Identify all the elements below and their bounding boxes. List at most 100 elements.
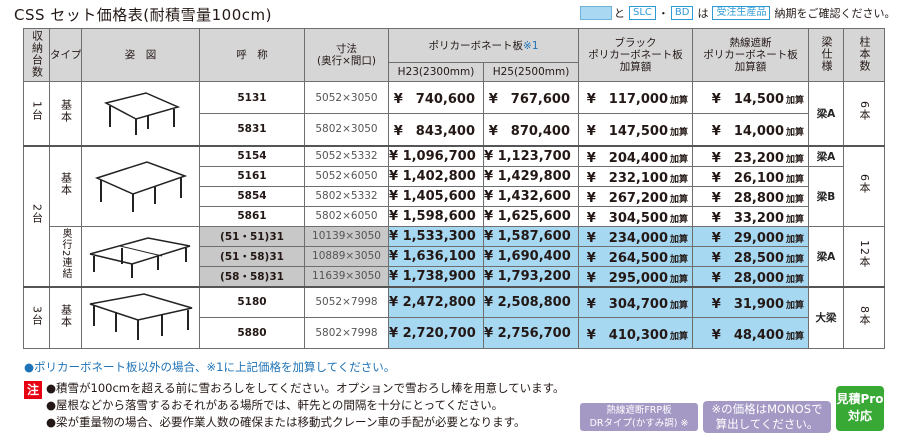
price-h25: ¥ 870,400	[482, 113, 580, 146]
price-h23: ¥ 1,096,700	[388, 144, 484, 167]
price-heat: ¥ 33,200 加算	[692, 205, 810, 227]
legend: と SLC ・ BD は 受注生産品 納期をご確認ください。	[580, 5, 897, 21]
price-h23: ¥ 1,402,800	[388, 165, 484, 187]
price-black: ¥ 267,200 加算	[578, 185, 694, 207]
price-value: ¥ 23,200	[711, 150, 784, 166]
price-h25: ¥ 1,432,600	[482, 185, 580, 207]
count-cell: 3台	[23, 285, 50, 349]
name-cell: 5154	[199, 144, 305, 167]
size-cell: 5052×3050	[304, 81, 389, 114]
col-name: 呼 称	[199, 28, 305, 82]
legend-text: ・	[657, 7, 669, 20]
poly-mark: ※1	[523, 39, 539, 52]
price-value: ¥ 28,500	[711, 250, 784, 266]
add-label: 加算	[670, 194, 689, 205]
price-black: ¥ 204,400 加算	[578, 144, 694, 167]
price-h23: ¥ 2,472,800	[388, 285, 484, 318]
badge-line: 見積Pro	[836, 392, 884, 406]
price-black: ¥ 264,500 加算	[578, 245, 694, 267]
price-h23: ¥ 1,533,300	[388, 225, 484, 247]
price-value: ¥ 117,000	[586, 92, 668, 107]
name-cell: 5861	[199, 205, 305, 227]
monos-badge: ※の価格はMONOSで 算出してください。	[703, 401, 831, 433]
price-value: ¥ 304,700	[586, 296, 668, 312]
add-label: 加算	[670, 254, 689, 265]
price-h25: ¥ 1,429,800	[482, 165, 580, 187]
price-heat: ¥ 28,800 加算	[692, 185, 810, 207]
col-poly: ポリカーボネート板※1	[387, 28, 580, 63]
price-h23: ¥ 1,738,900	[388, 265, 484, 287]
price-value: ¥ 264,500	[586, 250, 668, 266]
count-cell: 2台	[23, 144, 50, 287]
table-row: 5161 5052×6050 ¥ 1,402,800 ¥ 1,429,800 ¥…	[24, 165, 885, 227]
name-cell: (51・58)31	[199, 245, 305, 267]
size-cell: 5052×6050	[304, 165, 389, 187]
beam-cell: 梁A	[808, 81, 845, 146]
col-count: 収納台数	[23, 28, 50, 82]
note-item: ●積雪が100cmを超える前に雪おろしをしてください。オプションで雪おろし棒を用…	[46, 381, 565, 395]
poly-label: ポリカーボネート板	[428, 39, 524, 52]
price-black: ¥ 410,300 加算	[578, 317, 694, 349]
price-value: ¥ 232,100	[586, 170, 668, 186]
legend-text: 納期をご確認ください。	[774, 7, 896, 20]
add-label: 加算	[786, 234, 805, 245]
add-label: 加算	[786, 127, 805, 138]
price-h25: ¥ 1,625,600	[482, 205, 580, 227]
price-h23: ¥ 1,598,600	[388, 205, 484, 227]
price-value: ¥ 29,000	[711, 230, 784, 246]
price-h25: ¥ 1,123,700	[482, 144, 580, 167]
price-value: ¥ 204,400	[586, 150, 668, 166]
size-cell: 5802×7998	[304, 317, 389, 349]
col-h25: H25(2500mm)	[482, 62, 580, 82]
price-value: ¥ 28,800	[711, 190, 784, 206]
price-black: ¥ 232,100 加算	[578, 165, 694, 187]
add-label: 加算	[786, 300, 805, 311]
add-label: 加算	[786, 274, 805, 285]
carport-3-figure	[81, 285, 200, 349]
size-label: 寸法	[336, 43, 357, 55]
name-cell: 5161	[199, 165, 305, 187]
page-title: CSS セット価格表(耐積雪量100cm)	[14, 6, 272, 24]
table-row: 1台 基本 5131 5052×3050 ¥ 740,600 ¥ 767,600…	[23, 81, 886, 146]
size-cell: 5802×6050	[304, 205, 389, 227]
price-h23: ¥ 740,600	[388, 81, 484, 114]
add-label: 加算	[670, 274, 689, 285]
legend-slc-tag: SLC	[629, 6, 656, 20]
table-row: 5854 5802×5332 ¥ 1,405,600 ¥ 1,432,600 ¥…	[24, 185, 885, 207]
name-cell: 5880	[199, 317, 305, 349]
price-h25: ¥ 2,508,800	[482, 285, 580, 318]
col-pillar: 柱本数	[843, 28, 886, 82]
badge-line: 対応	[847, 409, 872, 423]
price-heat: ¥ 14,000 加算	[692, 113, 810, 146]
price-table: 収納台数 タイプ 姿 図 呼 称 寸法 (奥行×間口) ポリカーボネート板※1 ブ…	[23, 28, 886, 349]
price-value: ¥ 33,200	[711, 210, 784, 226]
beam-cell: 梁A	[808, 225, 845, 287]
beam-cell: 梁A	[808, 144, 845, 167]
black-label: 加算額	[619, 61, 652, 73]
beam-cell: 梁B	[808, 165, 845, 227]
notes-list: ●積雪が100cmを超える前に雪おろしをしてください。オプションで雪おろし棒を用…	[46, 380, 564, 431]
mitsumori-pro-badge: 見積Pro 対応	[836, 386, 884, 431]
price-value: ¥ 295,000	[586, 270, 668, 286]
table-row: (51・58)31 10889×3050 ¥ 1,636,100 ¥ 1,690…	[24, 245, 885, 267]
price-h23: ¥ 1,636,100	[388, 245, 484, 267]
black-label: ブラック	[614, 37, 657, 49]
legend-text: と	[614, 7, 625, 20]
price-heat: ¥ 14,500 加算	[692, 81, 810, 114]
carport-2-figure	[81, 144, 200, 227]
heat-label: ポリカーボネート板	[703, 49, 798, 61]
legend-bd-tag: BD	[670, 6, 694, 20]
col-h23: H23(2300mm)	[388, 62, 484, 82]
price-h23: ¥ 2,720,700	[388, 317, 484, 349]
pillar-cell: 6本	[843, 144, 886, 227]
carport-tandem-figure	[81, 225, 200, 287]
col-figure: 姿 図	[81, 28, 200, 82]
black-label: ポリカーボネート板	[588, 49, 683, 61]
col-type: タイプ	[49, 28, 82, 82]
size-cell: 5052×7998	[304, 285, 389, 318]
add-label: 加算	[786, 194, 805, 205]
price-black: ¥ 295,000 加算	[578, 265, 694, 287]
price-heat: ¥ 26,100 加算	[692, 165, 810, 187]
size-cell: 5802×3050	[304, 113, 389, 146]
add-label: 加算	[786, 214, 805, 225]
